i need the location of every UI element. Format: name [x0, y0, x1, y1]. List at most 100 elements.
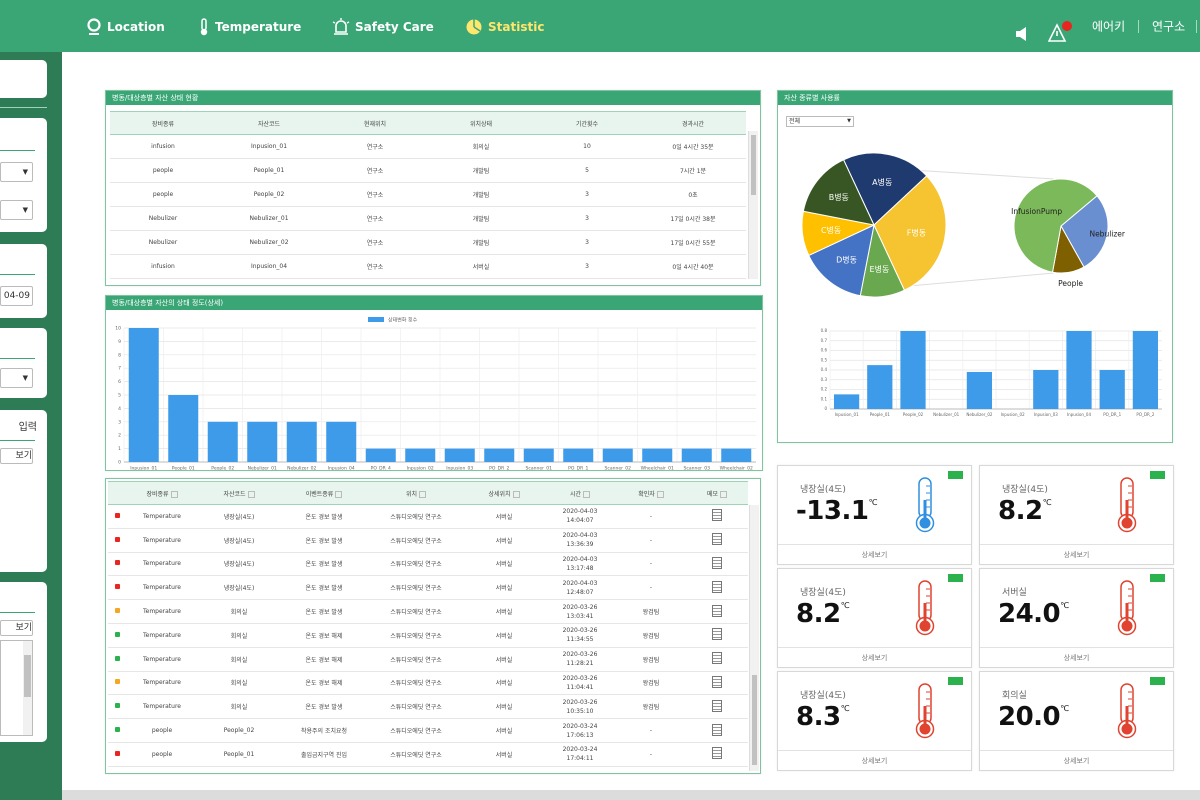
table-row: peoplePeople_02착용주의 조치요청스튜디오에딧 연구소서버실202…	[108, 719, 748, 743]
column-header[interactable]: 시간	[544, 482, 616, 505]
memo-icon[interactable]	[712, 557, 722, 569]
status-cell	[108, 742, 126, 766]
side-text: 입력	[19, 418, 37, 433]
table-cell: People_01	[216, 159, 322, 183]
y-tick-label: 0	[118, 460, 121, 466]
side-text: 보기	[15, 451, 32, 461]
x-tick-label: Scanner_03	[684, 466, 711, 471]
table-cell: 서버실	[464, 576, 544, 600]
bar	[900, 331, 925, 409]
nav-safety[interactable]: Safety Care	[332, 16, 434, 38]
table-cell: Nebulizer_02	[216, 231, 322, 255]
table-cell: 서버실	[464, 695, 544, 719]
alert-icon[interactable]	[1048, 20, 1074, 44]
org-name[interactable]: 연구소	[1152, 18, 1185, 35]
x-tick-label: Nebulizer_02	[287, 466, 316, 471]
table-cell: 서버실	[464, 671, 544, 695]
side-list	[0, 640, 33, 736]
column-header[interactable]: 자산코드	[198, 482, 280, 505]
detail-link[interactable]: 상세보기	[778, 653, 971, 663]
table-cell: 연구소	[322, 255, 428, 279]
x-tick-label: People_01	[172, 466, 195, 471]
memo-icon[interactable]	[712, 628, 722, 640]
temperature-value: -13.1	[796, 496, 868, 526]
nav-statistic[interactable]: Statistic	[465, 16, 544, 38]
table-cell: 0일 4시간 35분	[640, 135, 746, 159]
memo-icon[interactable]	[712, 676, 722, 688]
side-select[interactable]: ▼	[0, 162, 33, 182]
card-value: 24.0℃	[998, 599, 1069, 629]
memo-icon[interactable]	[712, 605, 722, 617]
table-row: NebulizerNebulizer_01연구소개발팀317일 0시간 38분	[110, 207, 746, 231]
table-row: peoplePeople_01연구소개발팀57시간 1분	[110, 159, 746, 183]
temperature-value: 8.2	[796, 599, 841, 629]
table-cell: 스튜디오에딧 연구소	[368, 695, 464, 719]
status-cell	[108, 505, 126, 529]
column-header[interactable]: 메모	[686, 482, 748, 505]
detail-link[interactable]: 상세보기	[778, 756, 971, 766]
speaker-icon[interactable]	[1014, 26, 1032, 42]
temperature-card: 냉장실(4도)8.3℃상세보기	[777, 671, 972, 771]
table-cell: 2020-03-26 11:04:41	[544, 671, 616, 695]
column-header[interactable]: 이벤트종류	[280, 482, 368, 505]
side-select[interactable]: ▼	[0, 368, 33, 388]
y-tick-label: 2	[118, 433, 121, 439]
x-tick-label: Nebulizer_01	[248, 466, 277, 471]
temperature-unit: ℃	[1043, 498, 1051, 507]
memo-icon[interactable]	[712, 581, 722, 593]
location-icon	[86, 18, 102, 36]
nav-location[interactable]: Location	[86, 16, 165, 38]
slice-label: A병동	[872, 178, 892, 187]
detail-link[interactable]: 상세보기	[980, 653, 1173, 663]
side-button[interactable]: 보기	[0, 448, 33, 464]
memo-icon[interactable]	[712, 533, 722, 545]
table-cell: 스튜디오에딧 연구소	[368, 719, 464, 743]
scrollbar[interactable]	[748, 131, 758, 279]
y-tick-label: 8	[118, 352, 121, 358]
slice-label: F병동	[907, 229, 926, 238]
side-select[interactable]: ▼	[0, 200, 33, 220]
nav-temperature[interactable]: Temperature	[198, 16, 301, 38]
memo-icon[interactable]	[712, 747, 722, 759]
x-tick-label: Inpusion_02	[1001, 412, 1026, 417]
status-dot	[115, 560, 120, 565]
detail-link[interactable]: 상세보기	[980, 756, 1173, 766]
bar	[1033, 370, 1058, 409]
memo-icon[interactable]	[712, 700, 722, 712]
table-cell: 냉장실(4도)	[198, 576, 280, 600]
table-cell: 연구소	[322, 207, 428, 231]
thermometer-wrap	[910, 579, 940, 641]
thermo-column	[1126, 706, 1129, 728]
status-dot	[115, 703, 120, 708]
detail-link[interactable]: 상세보기	[778, 550, 971, 560]
table-cell: 온도 경보 해제	[280, 623, 368, 647]
table-cell: Temperature	[126, 647, 198, 671]
table-row: Temperature회의실온도 경보 발생스튜디오에딧 연구소서버실2020-…	[108, 600, 748, 624]
scrollbar[interactable]	[23, 641, 32, 735]
column-header[interactable]: 확인자	[616, 482, 686, 505]
table-cell: Temperature	[126, 552, 198, 576]
memo-icon[interactable]	[712, 509, 722, 521]
scrollbar[interactable]	[749, 505, 759, 771]
column-header[interactable]: 위치	[368, 482, 464, 505]
card-divider	[778, 647, 971, 648]
table-cell: 서버실	[464, 719, 544, 743]
temperature-unit: ℃	[1060, 601, 1068, 610]
date-input[interactable]: 04-09	[0, 286, 33, 306]
detail-link[interactable]: 상세보기	[980, 550, 1173, 560]
memo-icon[interactable]	[712, 724, 722, 736]
alarm-panel: 장비종류자산코드이벤트종류위치상세위치시간확인자메모Temperature냉장실…	[105, 478, 761, 774]
user-name[interactable]: 에어키	[1092, 18, 1125, 35]
table-cell: people	[110, 159, 216, 183]
column-header[interactable]: 상세위치	[464, 482, 544, 505]
table-cell: infusion	[110, 255, 216, 279]
side-button[interactable]: 보기	[0, 620, 33, 636]
nav-label: Location	[107, 20, 165, 34]
table-cell: 2020-04-03 12:48:07	[544, 576, 616, 600]
bar	[484, 449, 514, 462]
x-tick-label: Inpusion_02	[407, 466, 434, 471]
bar	[129, 328, 159, 462]
column-header[interactable]: 장비종류	[126, 482, 198, 505]
memo-icon[interactable]	[712, 652, 722, 664]
